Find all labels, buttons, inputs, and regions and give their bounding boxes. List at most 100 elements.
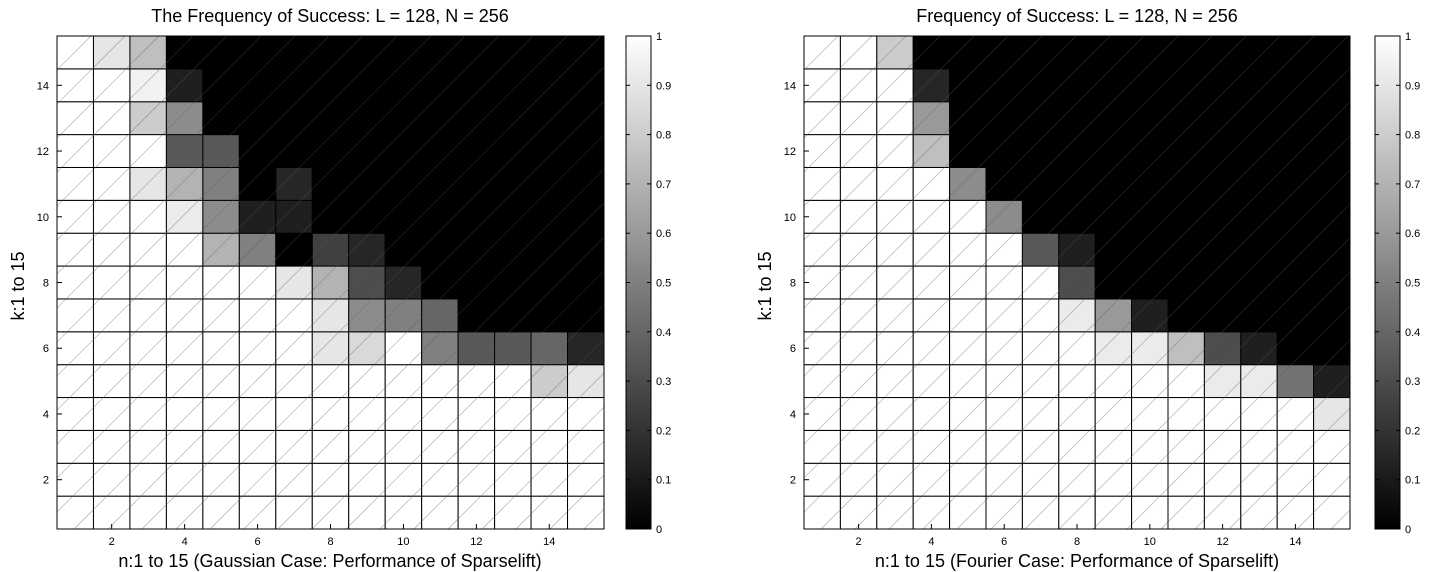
heatmap-cell [202,462,240,497]
heatmap-cell [1240,397,1278,431]
heatmap-cell [202,166,240,201]
heatmap-cell [129,134,167,168]
colorbar-tick-label: 0.5 [1405,278,1420,290]
heatmap-cell [1240,364,1278,399]
y-axis-label: k:1 to 15 [755,251,775,320]
heatmap-cell [1021,166,1060,201]
heatmap-cell [839,298,878,333]
colorbar-tick-label: 0.3 [1405,376,1420,388]
heatmap-cell [1021,199,1060,234]
colorbar-tick-label: 0.4 [656,327,671,339]
heatmap-cell [1240,134,1278,168]
heatmap-cell [421,35,459,70]
heatmap-cell [1203,364,1242,399]
heatmap-cell [421,331,459,366]
heatmap-cell [1131,199,1169,234]
heatmap-cell [1203,101,1242,136]
heatmap-cell [1021,68,1060,103]
heatmap-cell [567,364,605,399]
heatmap-cell [1021,298,1060,333]
heatmap-cell [311,397,350,431]
heatmap-cell [129,265,167,300]
heatmap-cell [275,429,313,464]
heatmap-cell [202,364,240,399]
heatmap-cell [876,331,914,366]
heatmap-cell [985,101,1023,136]
heatmap-cell [457,68,496,103]
heatmap-cell [1203,35,1242,70]
x-tick-label: 10 [397,536,409,548]
heatmap-cell [311,68,350,103]
hatch-line [57,36,466,445]
heatmap-cell [803,462,841,497]
heatmap-cell [1167,429,1205,464]
heatmap-cell [1203,232,1242,267]
heatmap-cell [457,265,496,300]
hatch-line [311,236,604,529]
heatmap-cell [1240,495,1278,530]
heatmap-cell [457,331,496,366]
heatmap-cell [1313,462,1351,497]
heatmap-cell [92,265,131,300]
heatmap-cell [1131,397,1169,431]
heatmap-cell [56,199,94,234]
heatmap-cell [567,495,605,530]
heatmap-cell [238,429,277,464]
heatmap-cell [275,331,313,366]
heatmap-cell [165,35,204,70]
heatmap-cell [985,199,1023,234]
heatmap-cell [876,495,914,530]
heatmap-cell [1167,331,1205,366]
heatmap-cell [1276,35,1315,70]
heatmap-cell [949,397,987,431]
heatmap-cell [1240,166,1278,201]
heatmap-cell [1276,166,1315,201]
heatmap-cell [876,298,914,333]
heatmap-cell [421,166,459,201]
heatmap-cell [494,495,532,530]
y-tick-label: 8 [43,278,49,290]
x-tick-label: 8 [327,536,333,548]
heatmap-cell [912,166,951,201]
heatmap-cell [839,429,878,464]
x-tick-label: 14 [1289,536,1301,548]
x-tick-label: 6 [1001,536,1007,548]
heatmap-cell [949,232,987,267]
colorbar-tick-label: 0 [1405,524,1411,536]
heatmap-cell [56,429,94,464]
colorbar-tick-label: 0.7 [656,179,671,191]
heatmap-cell [1058,429,1096,464]
heatmap-cell [1094,298,1133,333]
heatmap-cell [530,495,569,530]
heatmap-cell [202,134,240,168]
colorbar-tick-label: 1 [656,31,662,43]
heatmap-cell [1167,397,1205,431]
heatmap-cell [202,397,240,431]
heatmap-cell [56,364,94,399]
heatmap-cell [202,429,240,464]
heatmap-cell [1094,397,1133,431]
x-tick-label: 4 [182,536,188,548]
heatmap-cell [384,134,423,168]
colorbar-tick-label: 1 [1405,31,1411,43]
heatmap-cell [165,134,204,168]
heatmap-cell [1094,199,1133,234]
heatmap-cell [311,331,350,366]
heatmap-cell [1021,364,1060,399]
heatmap-cell [1094,331,1133,366]
heatmap-cell [803,331,841,366]
heatmap-cell [348,166,386,201]
heatmap-cell [494,462,532,497]
heatmap-cell [92,35,131,70]
heatmap-cell [949,265,987,300]
heatmap-cell [985,331,1023,366]
heatmap-cell [275,134,313,168]
heatmap-cell [912,364,951,399]
heatmap-cell [985,462,1023,497]
hatch-line [1126,305,1350,529]
heatmap-cell [56,134,94,168]
heatmap-cell [165,462,204,497]
y-tick-label: 14 [784,80,796,92]
heatmap-cell [92,331,131,366]
colorbar-tick-label: 0.7 [1405,179,1420,191]
